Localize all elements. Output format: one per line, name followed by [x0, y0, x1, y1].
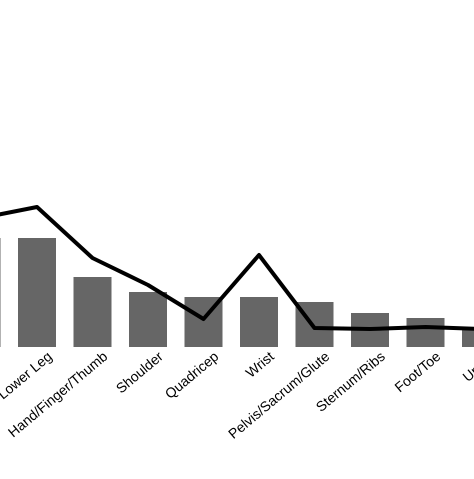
bar: [240, 297, 278, 347]
bar: [18, 238, 56, 347]
x-tick-label: Quadricep: [162, 348, 222, 402]
x-tick-label: Wrist: [242, 348, 277, 381]
bar: [406, 318, 445, 347]
bar: [462, 328, 474, 347]
x-tick-label: Upper: [459, 348, 474, 385]
line: [0, 205, 474, 331]
x-tick-label: Foot/Toe: [391, 348, 443, 395]
x-tick-label: Hand/Finger/Thumb: [5, 348, 111, 440]
x-tick-label: Shoulder: [113, 348, 166, 396]
bar: [129, 292, 167, 347]
bar: [0, 238, 1, 347]
x-tick-label: Pelvis/Sacrum/Glute: [225, 348, 333, 442]
bar: [73, 277, 112, 347]
